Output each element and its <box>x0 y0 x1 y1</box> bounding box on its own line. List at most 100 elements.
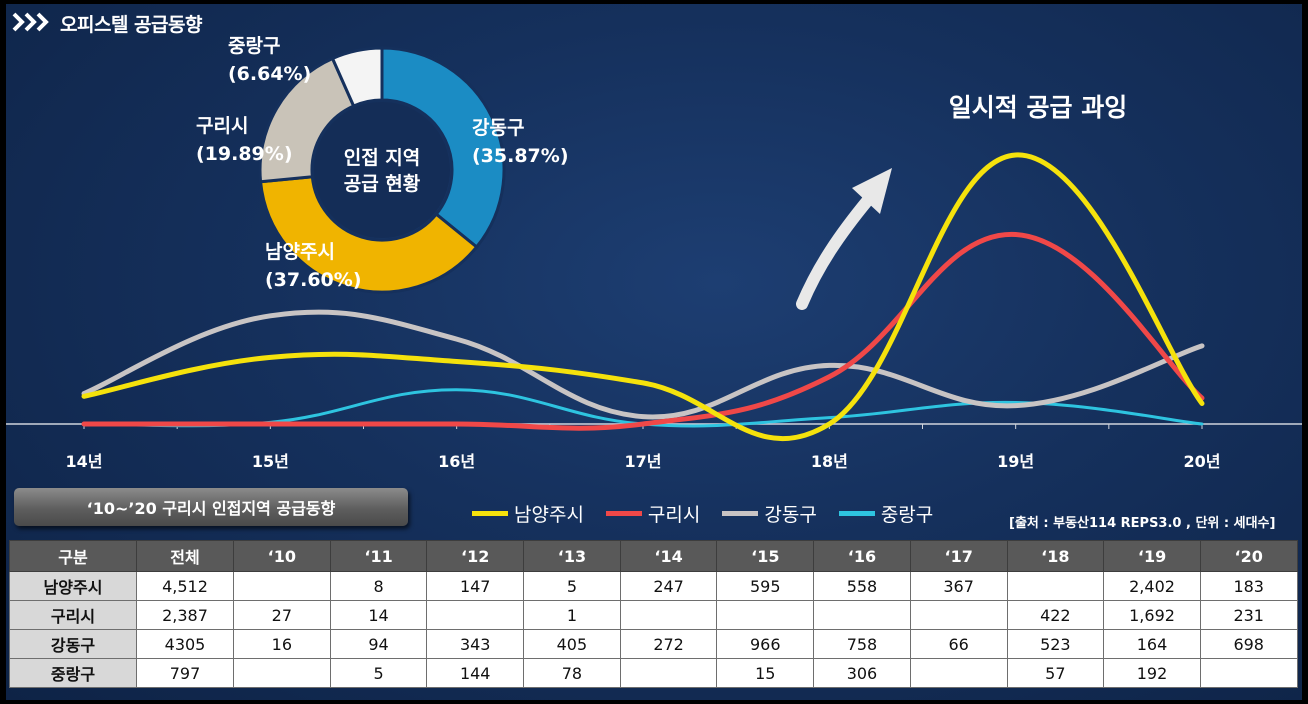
table-cell: 183 <box>1199 571 1298 601</box>
table-cell: 231 <box>1199 600 1298 630</box>
donut-slice-percent: (37.60%) <box>265 269 362 291</box>
table-cell: 94 <box>329 629 428 659</box>
donut-center-label: 인접 지역 <box>344 147 421 169</box>
legend-label: 남양주시 <box>514 504 584 526</box>
table-cell: 272 <box>619 629 718 659</box>
row-header-cell: 중랑구 <box>9 658 137 688</box>
table-cell <box>619 600 718 630</box>
x-tick-label: 19년 <box>997 452 1034 471</box>
column-header: ‘16 <box>813 540 911 572</box>
column-header: ‘13 <box>523 540 621 572</box>
table-cell <box>909 658 1008 688</box>
table-cell <box>233 658 331 688</box>
supply-table: 구분 전체 ‘10 ‘11 ‘12 ‘13 ‘14 ‘15 ‘16 ‘17 ‘1… <box>9 540 1298 688</box>
column-header: ‘18 <box>1006 540 1105 572</box>
table-cell <box>426 600 525 630</box>
legend-label: 구리시 <box>647 504 701 526</box>
table-cell: 758 <box>813 629 911 659</box>
table-cell: 57 <box>1006 658 1105 688</box>
table-cell: 422 <box>1006 600 1105 630</box>
donut-slice <box>330 46 384 108</box>
column-header: ‘10 <box>233 540 331 572</box>
legend-label: 중랑구 <box>880 504 934 526</box>
column-header: ‘17 <box>909 540 1008 572</box>
column-header: ‘20 <box>1199 540 1298 572</box>
table-cell <box>1006 571 1105 601</box>
table-cell: 16 <box>233 629 331 659</box>
row-header-cell: 강동구 <box>9 629 137 659</box>
series-line <box>81 309 1205 420</box>
column-header: ‘19 <box>1103 540 1201 572</box>
column-header: 구분 <box>9 540 137 572</box>
legend-swatch <box>838 511 875 516</box>
table-cell <box>716 600 815 630</box>
donut-slice-label: 중랑구 <box>228 35 280 57</box>
table-cell: 4,512 <box>136 571 234 601</box>
column-header: ‘14 <box>619 540 718 572</box>
table-cell <box>233 571 331 601</box>
donut-slice <box>380 46 506 250</box>
donut-slice-percent: (6.64%) <box>228 63 311 85</box>
legend-item: 강동구 <box>722 500 817 527</box>
table-cell: 367 <box>909 571 1008 601</box>
table-cell: 698 <box>1199 629 1298 659</box>
table-cell <box>1199 658 1298 688</box>
table-cell: 4305 <box>136 629 234 659</box>
table-cell: 192 <box>1103 658 1201 688</box>
column-header: 전체 <box>136 540 234 572</box>
table-cell: 558 <box>813 571 911 601</box>
table-cell: 8 <box>329 571 428 601</box>
chart-legend: 남양주시 구리시 강동구 중랑구 <box>472 500 933 527</box>
donut-slice-percent: (19.89%) <box>196 143 293 165</box>
legend-swatch <box>605 511 642 516</box>
table-cell: 966 <box>716 629 815 659</box>
annotation-text: 일시적 공급 과잉 <box>949 93 1127 122</box>
chevron-right-icon <box>12 12 49 32</box>
table-cell: 523 <box>1006 629 1105 659</box>
table-cell: 5 <box>329 658 428 688</box>
table-cell: 595 <box>716 571 815 601</box>
table-cell: 66 <box>909 629 1008 659</box>
x-tick-label: 17년 <box>625 452 662 471</box>
x-tick-label: 14년 <box>66 452 103 471</box>
donut-slice-percent: (35.87%) <box>472 145 569 167</box>
table-title: ‘10~’20 구리시 인접지역 공급동향 <box>14 488 408 526</box>
table-cell: 144 <box>426 658 525 688</box>
table-cell: 2,402 <box>1103 571 1201 601</box>
legend-label: 강동구 <box>764 504 817 526</box>
table-cell <box>909 600 1008 630</box>
upward-arrow-icon <box>796 168 892 310</box>
row-header-cell: 구리시 <box>9 600 137 630</box>
table-cell <box>813 600 911 630</box>
legend-swatch <box>472 511 508 516</box>
donut-slice-label: 강동구 <box>472 117 524 139</box>
x-tick-label: 15년 <box>252 452 289 471</box>
table-cell: 2,387 <box>136 600 234 630</box>
table-cell: 14 <box>329 600 428 630</box>
donut-slice-label: 남양주시 <box>265 241 335 263</box>
table-cell: 306 <box>813 658 911 688</box>
legend-item: 남양주시 <box>472 500 584 527</box>
table-cell: 1 <box>523 600 621 630</box>
slide-panel: 14년 15년 16년 17년 18년 19년 20년 인접 지역 공급 현황 강동구 (35.8… <box>6 4 1302 700</box>
donut-center-label: 공급 현황 <box>344 172 421 195</box>
table-cell: 797 <box>136 658 234 688</box>
x-tick-label: 16년 <box>438 452 475 471</box>
row-header-cell: 남양주시 <box>9 571 137 601</box>
table-cell <box>619 658 718 688</box>
table-row: 강동구 4305 16 94 343 405 272 966 758 66 523 164 698 <box>9 629 1298 659</box>
table-cell: 78 <box>523 658 621 688</box>
page-title: 오피스텔 공급동향 <box>60 14 202 36</box>
table-cell: 247 <box>619 571 718 601</box>
x-tick-label: 20년 <box>1184 452 1221 471</box>
table-header-row: 구분 전체 ‘10 ‘11 ‘12 ‘13 ‘14 ‘15 ‘16 ‘17 ‘1… <box>9 540 1298 572</box>
legend-item: 중랑구 <box>838 500 934 527</box>
x-tick-label: 18년 <box>811 452 848 471</box>
column-header: ‘12 <box>426 540 525 572</box>
table-cell: 164 <box>1103 629 1201 659</box>
source-note: [출처 : 부동산114 REPS3.0 , 단위 : 세대수] <box>1009 516 1276 531</box>
table-cell: 147 <box>426 571 525 601</box>
donut-slice-label: 구리시 <box>196 115 248 137</box>
table-cell: 5 <box>523 571 621 601</box>
